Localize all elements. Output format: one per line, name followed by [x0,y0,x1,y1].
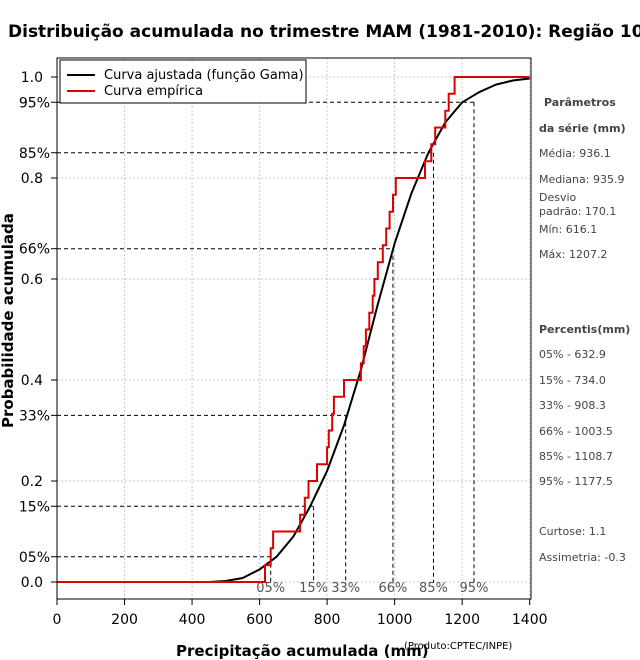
y-percent-label: 05% [19,550,50,566]
y-axis-label: Probabilidade acumulada [0,213,17,428]
stat-assimetria: Assimetria: -0.3 [539,551,626,564]
percentis-title: Percentis(mm) [539,323,630,336]
legend-box [59,59,307,104]
x-tick-label: 200 [111,612,138,628]
chart-title: Distribuição acumulada no trimestre MAM … [8,22,640,42]
x-tick-label: 0 [53,612,62,628]
x-tick-label: 800 [314,612,341,628]
stat-p95: 95% - 1177.5 [539,475,613,488]
stat-min: Mín: 616.1 [539,223,597,236]
stat-p85: 85% - 1108.7 [539,450,613,463]
stat-max: Máx: 1207.2 [539,248,607,261]
x-axis-label: Precipitação acumulada (mm) [176,642,429,660]
x-tick-label: 1000 [377,612,413,628]
y-tick-label: 0.4 [21,373,43,389]
stat-desvio-line1: Desvio [539,191,577,204]
stat-p33: 33% - 908.3 [539,399,606,412]
stat-desvio-line2: padrão: 170.1 [539,205,616,218]
legend-label-fitted: Curva ajustada (função Gama) [104,68,304,83]
y-percent-label: 15% [19,499,50,515]
x-axis: 0 200 400 600 800 1000 1200 1400 [53,599,548,628]
y-percent-label: 85% [19,146,50,162]
series-line-empirical [57,76,530,583]
series-layer [57,76,530,583]
params-title-line2: da série (mm) [539,122,626,135]
x-percent-label: 15% [299,581,328,596]
grid [57,58,531,599]
x-tick-label: 1400 [512,612,548,628]
params-title-line1: Parâmetros [544,96,616,109]
x-percent-label: 33% [331,581,360,596]
stat-p66: 66% - 1003.5 [539,425,613,438]
stat-p15: 15% - 734.0 [539,374,606,387]
stat-media: Média: 936.1 [539,147,611,160]
legend-label-empirical: Curva empírica [104,84,203,99]
y-tick-label: 0.6 [21,272,43,288]
y-percent-label: 33% [19,408,50,424]
y-tick-label: 0.2 [21,474,43,490]
side-panel: Parâmetros da série (mm) Média: 936.1 Me… [539,96,630,564]
x-percent-label: 85% [419,581,448,596]
x-tick-label: 1200 [444,612,480,628]
y-tick-label: 1.0 [21,70,43,86]
y-tick-label: 0.8 [21,171,43,187]
x-tick-label: 400 [179,612,206,628]
stat-curtose: Curtose: 1.1 [539,525,606,538]
y-percent-label: 66% [19,242,50,258]
stat-p05: 05% - 632.9 [539,348,606,361]
x-tick-label: 600 [246,612,273,628]
stat-mediana: Mediana: 935.9 [539,173,624,186]
x-percent-label: 66% [379,581,408,596]
credit-text: (Produto:CPTEC/INPE) [404,641,512,652]
x-percent-label: 05% [256,581,285,596]
plot-frame [56,57,532,600]
y-tick-label: 0.0 [21,575,43,591]
percentile-guides: 05% 15% 33% 66% 85% 95% [57,101,489,596]
y-percent-label: 95% [19,95,50,111]
legend: Curva ajustada (função Gama) Curva empír… [59,59,307,104]
y-axis: 0.0 0.2 0.4 0.6 0.8 1.0 05% 15% 33% 66% 85% 95% [19,70,57,591]
x-percent-label: 95% [460,581,489,596]
